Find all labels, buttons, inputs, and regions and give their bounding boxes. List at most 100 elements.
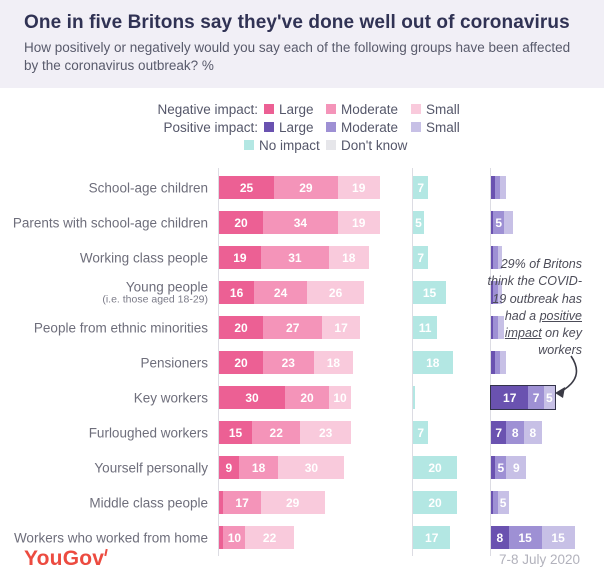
row-label: Middle class people — [89, 495, 208, 511]
bar-segment-neg-small: 19 — [337, 176, 380, 200]
legend-item-label: No impact — [259, 137, 320, 153]
negative-axis-line — [218, 168, 219, 557]
legend-swatch-icon — [264, 122, 274, 133]
bar-segment-pos-moderate — [493, 316, 498, 340]
bar-segment-neg-large: 25 — [219, 176, 274, 200]
bar-segment-neg-large: 20 — [219, 316, 263, 340]
bar-segment-no-impact: 5 — [413, 211, 424, 235]
legend-swatch-icon — [326, 104, 336, 115]
no-impact-bar: 5 — [413, 211, 424, 235]
bar-segment-pos-small — [497, 316, 505, 340]
bar-segment-neg-moderate: 18 — [238, 456, 279, 480]
bar-segment-pos-moderate — [493, 246, 498, 270]
chart-row: People from ethnic minorities 20 27 17 11 — [0, 310, 604, 345]
legend-item: Large — [258, 120, 320, 135]
chart-row: Workers who worked from home 10 22 17 8 15 15 — [0, 520, 604, 555]
legend-item: Moderate — [320, 102, 405, 117]
bar-segment-neg-moderate: 29 — [274, 176, 338, 200]
bar-segment-no-impact: 7 — [413, 176, 429, 200]
negative-bar-stack: 16 24 26 — [219, 281, 365, 305]
yougov-logo: YouGov — [24, 547, 108, 571]
negative-bar-stack: 19 31 18 — [219, 246, 369, 270]
positive-bar-stack — [491, 246, 502, 270]
bar-segment-no-impact: 18 — [413, 351, 453, 375]
row-label: Key workers — [133, 390, 208, 406]
no-impact-bar — [413, 386, 416, 410]
bar-segment-neg-small: 29 — [260, 491, 325, 515]
bar-segment-no-impact: 7 — [413, 421, 429, 445]
row-label: Furloughed workers — [88, 425, 208, 441]
bar-segment-neg-moderate: 22 — [252, 421, 301, 445]
negative-bar-stack: 25 29 19 — [219, 176, 380, 200]
bar-segment-neg-small: 17 — [322, 316, 360, 340]
bar-segment-no-impact — [413, 386, 416, 410]
bar-segment-pos-moderate — [493, 281, 498, 305]
legend-row: Positive impact: Large Moderate Small — [0, 118, 604, 136]
bar-segment-neg-moderate: 17 — [223, 491, 261, 515]
chart-row: Yourself personally 9 18 30 20 5 9 — [0, 450, 604, 485]
bar-segment-neg-small: 23 — [300, 421, 351, 445]
bar-segment-pos-small: 15 — [541, 526, 575, 550]
bar-segment-neg-moderate: 20 — [285, 386, 329, 410]
bar-segment-no-impact: 11 — [413, 316, 438, 340]
bar-segment-pos-small: 5 — [497, 491, 509, 515]
annotation-arrow-icon — [555, 355, 578, 399]
chart-row: Working class people 19 31 18 7 — [0, 240, 604, 275]
bar-segment-pos-moderate — [495, 176, 500, 200]
bar-segment-neg-large: 20 — [219, 351, 263, 375]
positive-bar-stack — [491, 281, 502, 305]
chart-header: One in five Britons say they've done wel… — [0, 0, 604, 89]
bar-segment-no-impact: 17 — [413, 526, 451, 550]
bar-segment-neg-small: 22 — [245, 526, 294, 550]
bar-segment-pos-moderate: 5 — [495, 456, 507, 480]
chart-row: Young people (i.e. those aged 18-29) 16 24 2… — [0, 275, 604, 310]
bar-segment-neg-moderate: 24 — [254, 281, 307, 305]
bar-segment-pos-moderate — [493, 491, 498, 515]
bar-segment-neg-large: 30 — [219, 386, 285, 410]
legend-item: Moderate — [320, 120, 405, 135]
chart-row: Furloughed workers 15 22 23 7 7 8 8 — [0, 415, 604, 450]
no-impact-bar: 17 — [413, 526, 451, 550]
no-impact-bar: 7 — [413, 421, 429, 445]
negative-bar-stack: 30 20 10 — [219, 386, 351, 410]
legend-row: Negative impact: Large Moderate Small — [0, 100, 604, 118]
bar-segment-pos-large: 17 — [491, 386, 529, 410]
chart-row: Pensioners 20 23 18 18 — [0, 345, 604, 380]
bar-segment-no-impact: 15 — [413, 281, 446, 305]
bar-segment-pos-large — [491, 211, 494, 235]
bar-segment-pos-moderate: 15 — [508, 526, 542, 550]
bar-segment-neg-large — [219, 491, 224, 515]
bar-segment-pos-large — [491, 351, 496, 375]
bar-segment-neg-large: 9 — [219, 456, 239, 480]
legend-item-label: Large — [279, 101, 314, 117]
legend-row-label: Negative impact: — [157, 101, 258, 117]
positive-bar-stack — [491, 316, 505, 340]
row-label: Young people (i.e. those aged 18-29) — [0, 279, 208, 306]
negative-bar-stack: 9 18 30 — [219, 456, 345, 480]
no-impact-bar: 20 — [413, 456, 457, 480]
row-label: People from ethnic minorities — [33, 320, 208, 336]
bar-segment-pos-small — [497, 281, 502, 305]
positive-bar-stack: 17 7 5 — [490, 385, 556, 411]
bar-segment-neg-small: 18 — [328, 246, 369, 270]
negative-bar-stack: 15 22 23 — [219, 421, 351, 445]
bar-segment-pos-moderate: 8 — [506, 421, 524, 445]
positive-bar-stack: 5 — [491, 211, 513, 235]
bar-segment-no-impact: 7 — [413, 246, 429, 270]
chart-subtitle: How positively or negatively would you s… — [24, 40, 571, 73]
negative-bar-stack: 17 29 — [219, 491, 325, 515]
legend-row: No impact Don't know — [0, 136, 604, 154]
bar-segment-no-impact: 20 — [413, 491, 457, 515]
no-impact-bar: 20 — [413, 491, 457, 515]
chart-row: Parents with school-age children 20 34 19 5 5 — [0, 205, 604, 240]
legend-swatch-icon — [326, 122, 336, 133]
legend-item-label: Small — [426, 101, 460, 117]
bar-segment-pos-small — [499, 351, 507, 375]
bar-segment-neg-moderate: 34 — [263, 211, 338, 235]
row-sublabel: (i.e. those aged 18-29) — [102, 293, 208, 306]
bar-segment-neg-small: 19 — [337, 211, 380, 235]
bar-segment-pos-large: 8 — [491, 526, 509, 550]
bar-segment-pos-large — [491, 281, 494, 305]
